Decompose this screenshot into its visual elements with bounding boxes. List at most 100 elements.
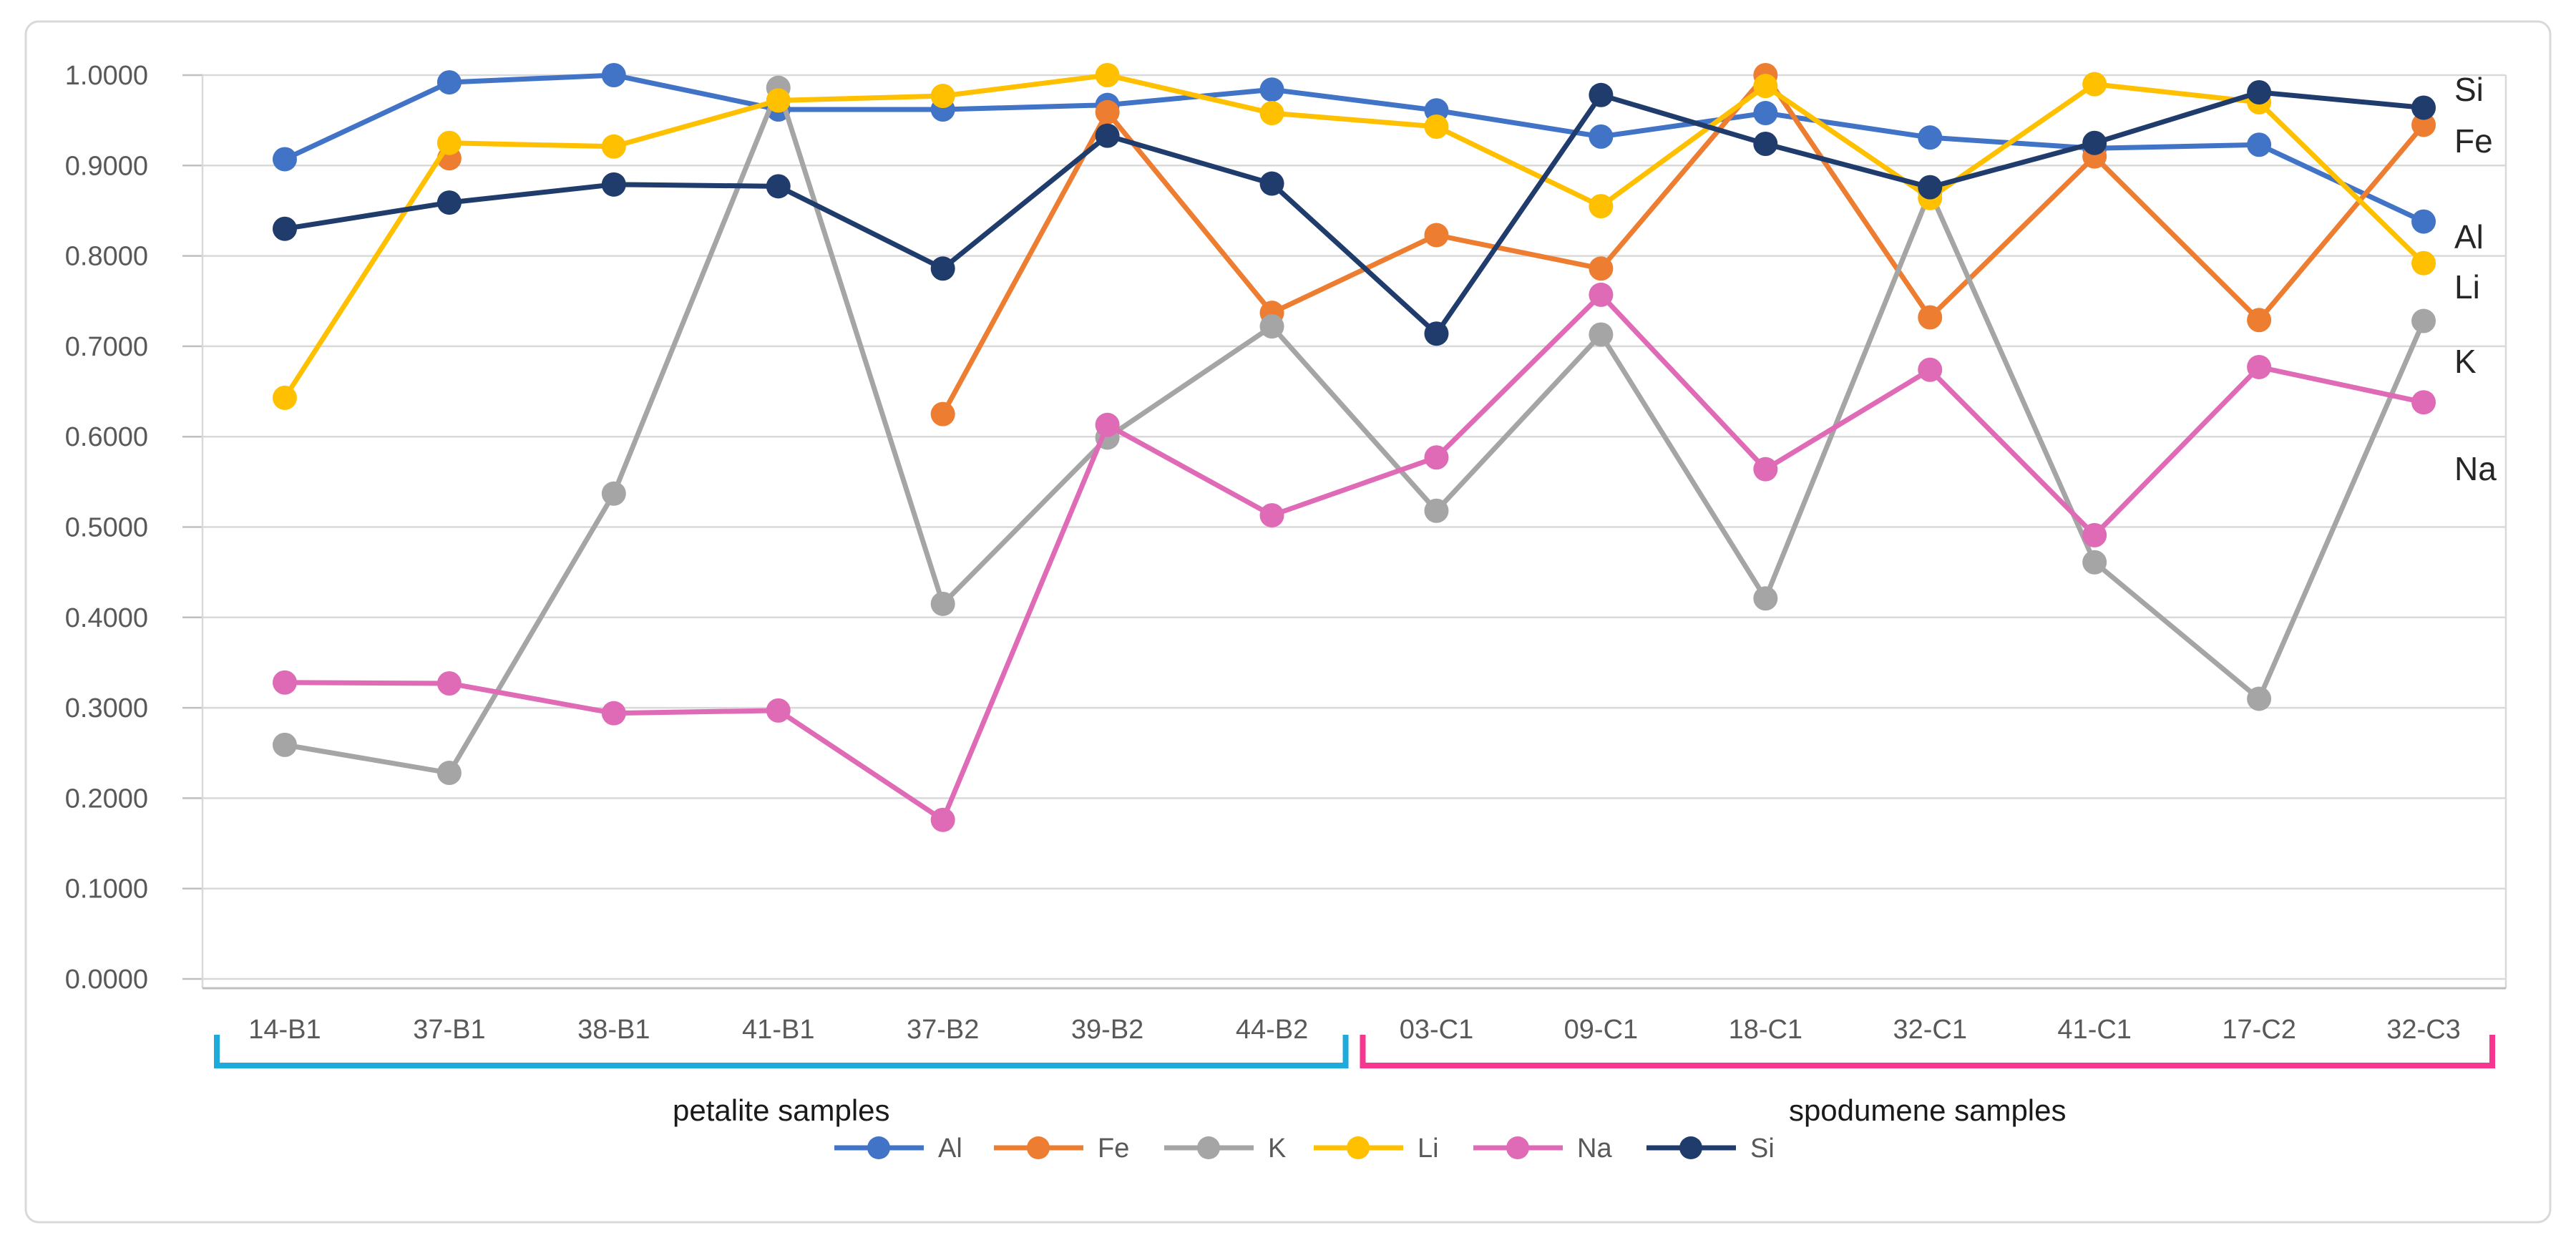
legend-label: Si (1750, 1134, 1775, 1164)
data-point-Si (2411, 95, 2436, 120)
x-axis-label: 09-C1 (1564, 1015, 1639, 1045)
data-point-Al (1918, 125, 1943, 150)
series-end-label-Al: Al (2454, 218, 2484, 255)
data-point-Al (601, 63, 626, 87)
legend-label: K (1268, 1134, 1286, 1164)
data-point-Na (601, 701, 626, 726)
data-point-Li (2082, 72, 2107, 97)
data-point-Al (1753, 101, 1778, 126)
y-axis-label: 0.9000 (65, 151, 148, 181)
legend-marker-icon (1027, 1136, 1050, 1159)
data-point-K (2247, 686, 2272, 711)
series-line-K (284, 80, 2426, 776)
x-axis-label: 03-C1 (1400, 1015, 1474, 1045)
legend-marker-icon (1506, 1136, 1529, 1159)
x-axis-label: 14-B1 (248, 1015, 321, 1045)
data-point-Fe (2247, 308, 2272, 333)
data-point-Li (766, 88, 791, 113)
data-point-Al (1259, 77, 1284, 102)
data-point-K (1753, 586, 1778, 611)
x-axis-label: 41-B1 (742, 1015, 814, 1045)
data-point-Li (272, 385, 297, 410)
data-point-Na (1589, 282, 1614, 307)
y-axis-label: 1.0000 (65, 61, 148, 91)
data-point-Na (766, 698, 791, 723)
data-point-Si (1753, 131, 1778, 156)
data-point-K (930, 591, 955, 616)
legend-label: Li (1418, 1134, 1439, 1164)
data-point-Na (436, 671, 462, 696)
legend-marker-icon (867, 1136, 890, 1159)
x-axis-label: 39-B2 (1071, 1015, 1143, 1045)
data-point-Fe (1918, 305, 1943, 330)
y-axis-label: 0.1000 (65, 874, 148, 905)
data-point-K (601, 481, 626, 506)
data-point-Li (1095, 63, 1120, 87)
y-axis-label: 0.7000 (65, 332, 148, 362)
legend-item-Si: Si (1646, 1134, 1775, 1164)
x-axis-label: 18-C1 (1729, 1015, 1803, 1045)
x-axis-label: 17-C2 (2222, 1015, 2296, 1045)
y-axis-label: 0.6000 (65, 422, 148, 452)
data-point-Si (436, 190, 462, 215)
x-axis-label: 44-B2 (1236, 1015, 1308, 1045)
data-point-Si (1918, 175, 1943, 200)
data-point-Na (1259, 503, 1284, 528)
legend-label: Al (938, 1134, 962, 1164)
x-axis-label: 37-B2 (907, 1015, 979, 1045)
legend-item-Fe: Fe (994, 1134, 1129, 1164)
data-point-Li (2411, 250, 2436, 276)
data-point-Si (2082, 130, 2107, 155)
x-axis-label: 32-C1 (1893, 1015, 1968, 1045)
legend-item-Na: Na (1473, 1134, 1612, 1164)
data-point-Li (601, 134, 626, 159)
legend-item-K: K (1164, 1134, 1286, 1164)
legend-label: Fe (1098, 1134, 1129, 1164)
data-point-K (1424, 498, 1449, 523)
data-point-Al (2247, 132, 2272, 157)
legend-label: Na (1577, 1134, 1612, 1164)
data-point-Fe (930, 401, 955, 426)
x-axis-label: 32-C3 (2386, 1015, 2461, 1045)
data-point-Al (2411, 209, 2436, 234)
y-axis-label: 0.5000 (65, 513, 148, 543)
data-point-Li (436, 130, 462, 155)
data-point-Na (1424, 445, 1449, 470)
data-point-Si (930, 256, 955, 281)
series-end-label-Fe: Fe (2454, 122, 2493, 160)
data-point-Li (1424, 114, 1449, 139)
series-end-label-Li: Li (2454, 268, 2480, 306)
group-bracket (214, 1035, 1349, 1068)
data-point-Al (436, 70, 462, 95)
legend-item-Al: Al (834, 1134, 962, 1164)
group-label: petalite samples (673, 1093, 890, 1127)
data-point-Si (272, 216, 297, 241)
legend-marker-icon (1347, 1136, 1370, 1159)
group-bracket (1360, 1035, 2495, 1068)
data-point-Si (1095, 123, 1120, 148)
group-label: spodumene samples (1789, 1093, 2067, 1127)
data-point-Na (1918, 357, 1943, 382)
data-point-K (436, 761, 462, 786)
data-point-Li (930, 84, 955, 109)
data-point-Al (1589, 124, 1614, 149)
y-axis-label: 0.4000 (65, 603, 148, 633)
legend-marker-icon (1679, 1136, 1702, 1159)
x-axis-label: 37-B1 (413, 1015, 485, 1045)
x-axis-label: 38-B1 (577, 1015, 650, 1045)
data-point-Na (1753, 457, 1778, 482)
data-point-K (2411, 308, 2436, 333)
data-point-Na (2411, 390, 2436, 415)
series-line-Fe (940, 71, 2426, 416)
series-end-label-Si: Si (2454, 71, 2484, 108)
y-axis-label: 0.3000 (65, 693, 148, 723)
data-point-K (2082, 550, 2107, 575)
series-line-Si (284, 89, 2424, 338)
legend-item-Li: Li (1314, 1134, 1439, 1164)
data-point-Si (1424, 321, 1449, 346)
data-point-Na (272, 670, 297, 695)
y-axis-label: 0.0000 (65, 965, 148, 995)
data-point-Fe (1589, 256, 1614, 281)
